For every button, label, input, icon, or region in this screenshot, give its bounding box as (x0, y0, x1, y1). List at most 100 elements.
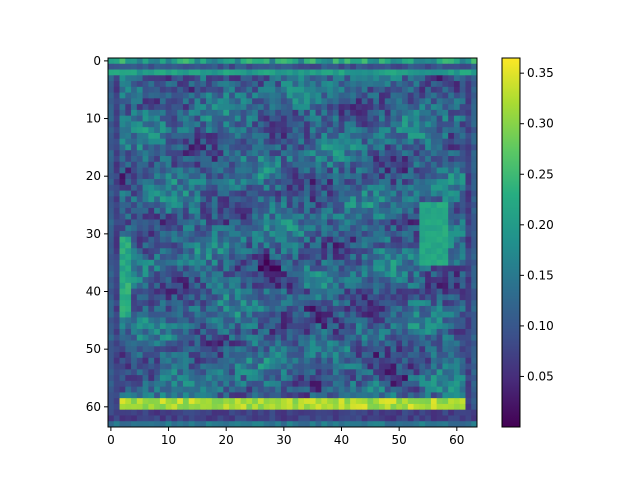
heatmap-cell (264, 70, 270, 76)
heatmap-cell (166, 387, 172, 393)
heatmap-cell (177, 369, 183, 375)
heatmap-cell (367, 243, 373, 249)
heatmap-cell (465, 75, 471, 81)
heatmap-cell (275, 254, 281, 260)
heatmap-cell (108, 173, 114, 179)
heatmap-cell (229, 260, 235, 266)
heatmap-cell (287, 341, 293, 347)
heatmap-cell (114, 64, 120, 70)
heatmap-cell (454, 271, 460, 277)
heatmap-cell (148, 144, 154, 150)
heatmap-cell (431, 196, 437, 202)
heatmap-cell (385, 121, 391, 127)
heatmap-cell (367, 150, 373, 156)
heatmap-cell (160, 98, 166, 104)
heatmap-cell (143, 271, 149, 277)
heatmap-cell (431, 173, 437, 179)
heatmap-cell (339, 404, 345, 410)
heatmap-cell (379, 168, 385, 174)
heatmap-cell (460, 208, 466, 214)
heatmap-cell (298, 387, 304, 393)
heatmap-cell (114, 231, 120, 237)
heatmap-cell (166, 156, 172, 162)
heatmap-cell (385, 410, 391, 416)
heatmap-cell (235, 208, 241, 214)
heatmap-cell (229, 375, 235, 381)
heatmap-cell (414, 329, 420, 335)
heatmap-cell (373, 121, 379, 127)
heatmap-cell (391, 283, 397, 289)
heatmap-cell (362, 179, 368, 185)
heatmap-cell (293, 410, 299, 416)
heatmap-cell (264, 329, 270, 335)
heatmap-cell (316, 133, 322, 139)
heatmap-cell (229, 127, 235, 133)
heatmap-cell (189, 283, 195, 289)
heatmap-cell (125, 404, 131, 410)
heatmap-cell (454, 306, 460, 312)
heatmap-cell (166, 196, 172, 202)
heatmap-cell (137, 110, 143, 116)
heatmap-cell (437, 98, 443, 104)
heatmap-cell (148, 173, 154, 179)
heatmap-cell (229, 98, 235, 104)
heatmap-cell (229, 191, 235, 197)
heatmap-cell (275, 162, 281, 168)
heatmap-cell (454, 392, 460, 398)
heatmap-cell (310, 358, 316, 364)
heatmap-cell (362, 173, 368, 179)
heatmap-cell (373, 277, 379, 283)
heatmap-cell (362, 248, 368, 254)
heatmap-cell (293, 266, 299, 272)
heatmap-cell (408, 398, 414, 404)
heatmap-cell (200, 323, 206, 329)
heatmap-cell (293, 306, 299, 312)
heatmap-cell (310, 173, 316, 179)
heatmap-cell (339, 323, 345, 329)
heatmap-cell (327, 369, 333, 375)
heatmap-cell (448, 139, 454, 145)
heatmap-cell (408, 70, 414, 76)
heatmap-cell (471, 162, 477, 168)
heatmap-cell (166, 346, 172, 352)
heatmap-cell (454, 64, 460, 70)
heatmap-cell (321, 104, 327, 110)
heatmap-cell (131, 110, 137, 116)
heatmap-cell (298, 144, 304, 150)
heatmap-cell (131, 179, 137, 185)
heatmap-cell (171, 133, 177, 139)
heatmap-cell (362, 104, 368, 110)
heatmap-cell (356, 294, 362, 300)
heatmap-cell (304, 283, 310, 289)
heatmap-cell (448, 317, 454, 323)
heatmap-cell (362, 110, 368, 116)
heatmap-cell (367, 110, 373, 116)
heatmap-cell (148, 98, 154, 104)
heatmap-cell (183, 404, 189, 410)
heatmap-cell (212, 150, 218, 156)
heatmap-cell (437, 277, 443, 283)
heatmap-cell (275, 277, 281, 283)
heatmap-cell (148, 369, 154, 375)
heatmap-cell (367, 173, 373, 179)
heatmap-cell (166, 358, 172, 364)
heatmap-cell (304, 168, 310, 174)
heatmap-cell (160, 162, 166, 168)
heatmap-cell (108, 196, 114, 202)
heatmap-cell (235, 381, 241, 387)
heatmap-cell (212, 289, 218, 295)
heatmap-cell (396, 404, 402, 410)
heatmap-cell (120, 352, 126, 358)
heatmap-cell (252, 133, 258, 139)
heatmap-cell (258, 329, 264, 335)
heatmap-cell (114, 421, 120, 427)
heatmap-cell (310, 127, 316, 133)
heatmap-cell (385, 214, 391, 220)
heatmap-cell (448, 121, 454, 127)
heatmap-cell (362, 352, 368, 358)
heatmap-cell (125, 329, 131, 335)
heatmap-cell (327, 283, 333, 289)
heatmap-cell (269, 139, 275, 145)
heatmap-cell (379, 75, 385, 81)
heatmap-cell (171, 300, 177, 306)
